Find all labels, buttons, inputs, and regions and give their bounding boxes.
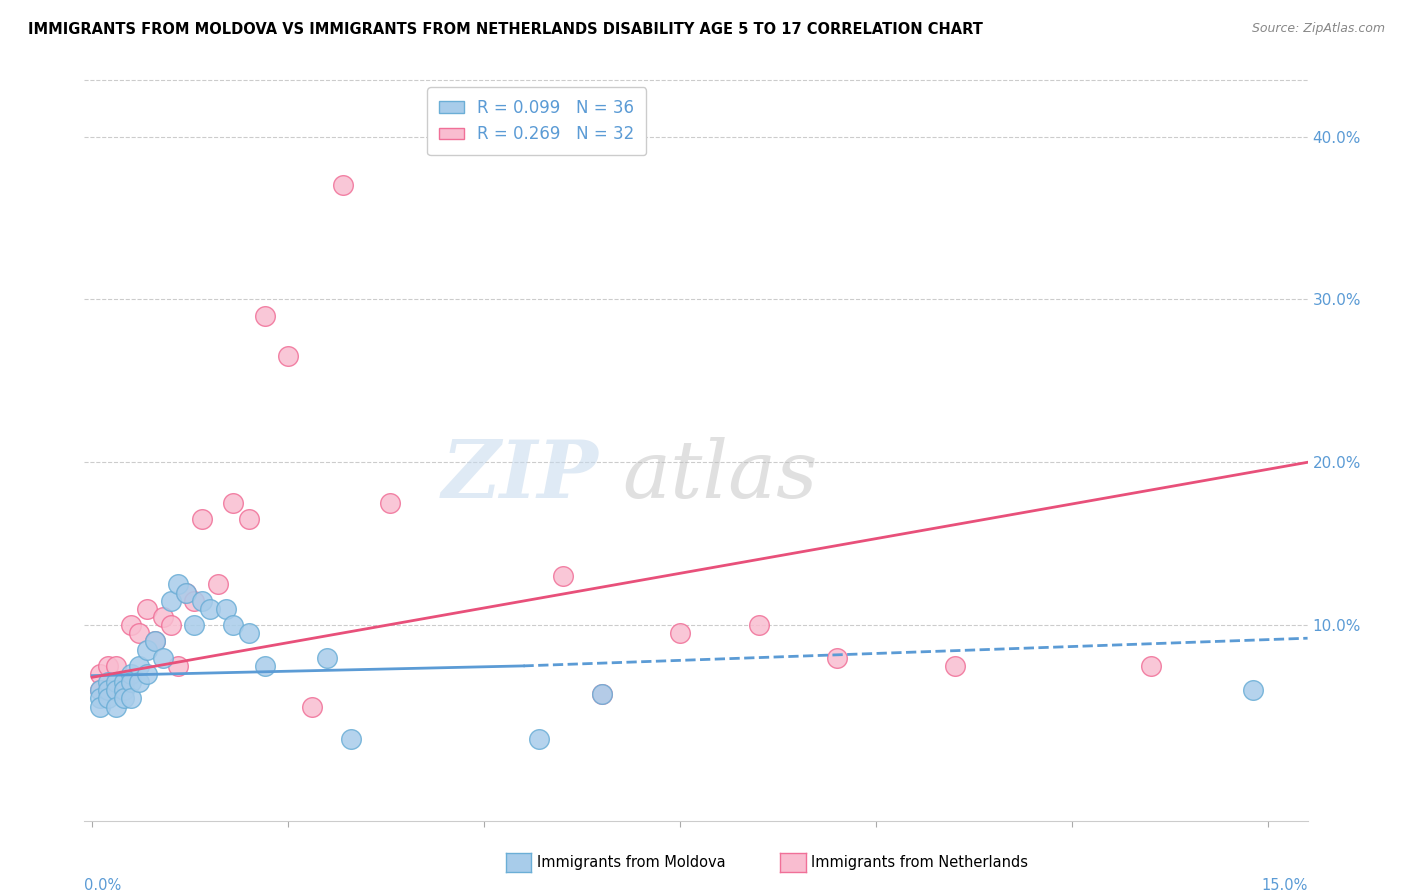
Point <box>89 683 111 698</box>
Point <box>238 626 260 640</box>
Point <box>104 659 127 673</box>
Point <box>152 610 174 624</box>
Point <box>183 618 205 632</box>
Point <box>551 569 574 583</box>
Text: 15.0%: 15.0% <box>1261 878 1308 892</box>
Point <box>104 699 127 714</box>
Text: 0.0%: 0.0% <box>84 878 121 892</box>
Point <box>174 585 197 599</box>
Point <box>112 683 135 698</box>
Point <box>128 626 150 640</box>
Point <box>1241 683 1264 698</box>
Point <box>97 675 120 690</box>
Point <box>167 577 190 591</box>
Point <box>112 691 135 706</box>
Point <box>214 602 236 616</box>
Point <box>159 618 181 632</box>
Point <box>97 683 120 698</box>
Point <box>136 602 159 616</box>
Point <box>198 602 221 616</box>
Point <box>332 178 354 193</box>
Point <box>943 659 966 673</box>
Point <box>316 650 339 665</box>
Point <box>183 593 205 607</box>
Point <box>120 618 142 632</box>
Point <box>104 675 127 690</box>
Point <box>825 650 848 665</box>
Point <box>748 618 770 632</box>
Point <box>191 593 214 607</box>
Point <box>340 732 363 747</box>
Point <box>89 683 111 698</box>
Point <box>527 732 550 747</box>
Point <box>128 659 150 673</box>
Point <box>191 512 214 526</box>
Point <box>380 496 402 510</box>
Point <box>167 659 190 673</box>
Text: atlas: atlas <box>623 437 818 515</box>
Text: Source: ZipAtlas.com: Source: ZipAtlas.com <box>1251 22 1385 36</box>
Point <box>253 659 276 673</box>
Point <box>253 309 276 323</box>
Point <box>222 618 245 632</box>
Point <box>1139 659 1161 673</box>
Point <box>97 659 120 673</box>
Point <box>104 683 127 698</box>
Point <box>89 699 111 714</box>
Point <box>136 642 159 657</box>
Text: ZIP: ZIP <box>441 437 598 515</box>
Point <box>277 350 299 364</box>
Point <box>152 650 174 665</box>
Point <box>207 577 229 591</box>
Point <box>159 593 181 607</box>
Point <box>222 496 245 510</box>
Text: Immigrants from Moldova: Immigrants from Moldova <box>537 855 725 870</box>
Point <box>591 687 613 701</box>
Point <box>104 683 127 698</box>
Point <box>112 675 135 690</box>
Text: IMMIGRANTS FROM MOLDOVA VS IMMIGRANTS FROM NETHERLANDS DISABILITY AGE 5 TO 17 CO: IMMIGRANTS FROM MOLDOVA VS IMMIGRANTS FR… <box>28 22 983 37</box>
Point <box>120 691 142 706</box>
Point <box>112 675 135 690</box>
Point <box>238 512 260 526</box>
Point <box>128 675 150 690</box>
Point <box>97 683 120 698</box>
Point <box>591 687 613 701</box>
Point <box>120 675 142 690</box>
Point <box>120 667 142 681</box>
Point <box>669 626 692 640</box>
Point <box>143 634 166 648</box>
Point <box>143 634 166 648</box>
Point <box>89 667 111 681</box>
Legend: R = 0.099   N = 36, R = 0.269   N = 32: R = 0.099 N = 36, R = 0.269 N = 32 <box>427 87 647 155</box>
Point <box>136 667 159 681</box>
Point <box>301 699 323 714</box>
Text: Immigrants from Netherlands: Immigrants from Netherlands <box>811 855 1028 870</box>
Point <box>174 585 197 599</box>
Point <box>89 691 111 706</box>
Point <box>97 691 120 706</box>
